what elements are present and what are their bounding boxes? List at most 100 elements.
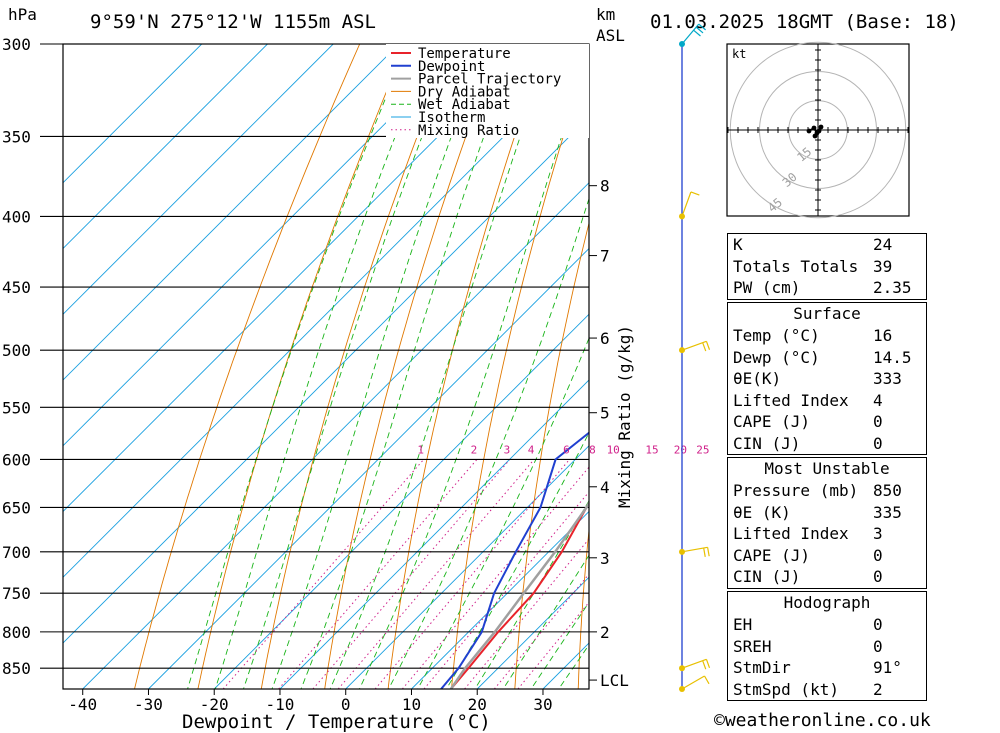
index-value: 2 bbox=[873, 679, 883, 699]
index-label: PW (cm) bbox=[733, 278, 801, 297]
legend-background bbox=[386, 44, 589, 138]
index-value: 0 bbox=[873, 412, 883, 431]
wind-barb-flag bbox=[702, 342, 707, 352]
hodograph-params-table: Hodograph EH 0 SREH 0 StmDir 91° StmSpd (kt) 2 bbox=[727, 591, 927, 701]
axes: 1 2 3 4 6 8 10 15 20 2530035040045050055060065070… bbox=[2, 35, 710, 714]
temperature-line bbox=[450, 501, 589, 689]
index-label: θE(K) bbox=[733, 369, 782, 388]
wind-barb-flag bbox=[707, 547, 710, 557]
dry-adiabat-line bbox=[577, 526, 589, 689]
wind-barb-shaft bbox=[681, 191, 692, 217]
dry-adiabat-line bbox=[260, 44, 454, 689]
isotherm-line bbox=[63, 44, 334, 315]
km-tick-label: 5 bbox=[600, 404, 610, 423]
pressure-tick-label: 650 bbox=[2, 498, 31, 517]
km-tick-label: 6 bbox=[600, 329, 610, 348]
wind-barb-flag bbox=[705, 341, 711, 350]
wet-adiabat-line bbox=[502, 554, 589, 689]
index-label: Lifted Index bbox=[733, 524, 849, 543]
pressure-tick-label: 350 bbox=[2, 127, 31, 146]
mixing-ratio-label: 6 bbox=[563, 443, 570, 456]
pressure-tick-label: 300 bbox=[2, 35, 31, 54]
index-value: 91° bbox=[873, 658, 902, 677]
wet-adiabat-line bbox=[243, 44, 459, 689]
mixing-ratio-label: 2 bbox=[471, 443, 478, 456]
mixing-ratio-label: 15 bbox=[645, 443, 658, 456]
isotherm-line bbox=[279, 379, 589, 689]
x-tick-label: -30 bbox=[134, 695, 163, 714]
index-row: CAPE (J) 0 bbox=[728, 411, 926, 433]
dewpoint-line bbox=[440, 431, 589, 689]
x-tick-label: 10 bbox=[402, 695, 421, 714]
hodograph-point bbox=[811, 125, 817, 131]
index-value: 4 bbox=[873, 390, 883, 410]
x-tick-label: 20 bbox=[468, 695, 487, 714]
index-row: CIN (J) 0 bbox=[728, 566, 926, 588]
index-value: 14.5 bbox=[873, 347, 912, 367]
isotherm-line bbox=[82, 182, 589, 689]
isotherm-line bbox=[63, 44, 203, 184]
mixing-ratio-label: 1 bbox=[417, 443, 424, 456]
isotherm-line bbox=[411, 510, 589, 689]
dry-adiabat-line bbox=[937, 24, 968, 696]
most-unstable-table: Most Unstable Pressure (mb) 850 θE (K) 335 L… bbox=[727, 457, 927, 589]
km-tick-label: 7 bbox=[600, 247, 610, 266]
hodograph-point bbox=[806, 128, 812, 134]
legend-label: Mixing Ratio bbox=[418, 123, 519, 139]
wind-barb-flag bbox=[690, 191, 700, 196]
pressure-tick-label: 750 bbox=[2, 584, 31, 603]
index-label: Totals Totals bbox=[733, 256, 859, 276]
isotherm-line bbox=[63, 44, 400, 381]
legend-label: Wet Adiabat bbox=[418, 97, 511, 113]
index-row: CIN (J) 0 bbox=[728, 433, 926, 455]
index-row: SREH 0 bbox=[728, 636, 926, 658]
index-label: StmDir bbox=[733, 658, 791, 677]
pressure-tick-label: 500 bbox=[2, 341, 31, 360]
index-row: Dewp (°C) 14.5 bbox=[728, 347, 926, 369]
isotherm-line bbox=[148, 247, 589, 689]
index-label: θE (K) bbox=[733, 502, 791, 522]
mixing-ratio-label: 10 bbox=[607, 443, 620, 456]
copyright-footer: ©weatheronline.co.uk bbox=[714, 710, 931, 731]
mixing-ratio-label: 4 bbox=[528, 443, 535, 456]
wind-barb-flag bbox=[693, 29, 701, 37]
mixing-ratio-label: 3 bbox=[504, 443, 511, 456]
index-label: CAPE (J) bbox=[733, 412, 811, 431]
hodograph-params-title: Hodograph bbox=[783, 593, 871, 612]
index-value: 24 bbox=[873, 235, 893, 254]
mixing-ratio-line bbox=[423, 491, 589, 689]
hodograph-unit: kt bbox=[732, 47, 746, 61]
index-label: CAPE (J) bbox=[733, 545, 811, 565]
x-tick-label: -40 bbox=[68, 695, 97, 714]
index-value: 333 bbox=[873, 369, 902, 388]
wind-barb-shaft bbox=[681, 658, 707, 669]
wet-adiabat-line bbox=[271, 44, 487, 689]
wet-adiabat-line bbox=[474, 499, 589, 689]
mixing-ratio-label: 20 bbox=[674, 443, 687, 456]
dry-adiabat-line bbox=[134, 44, 361, 689]
mixing-ratio-label: 8 bbox=[589, 443, 596, 456]
index-label: StmSpd (kt) bbox=[733, 679, 839, 699]
index-value: 0 bbox=[873, 567, 883, 586]
index-row: EH 0 bbox=[728, 614, 926, 636]
index-label: K bbox=[733, 235, 743, 254]
mixing-ratio-line bbox=[222, 459, 425, 689]
pressure-tick-label: 400 bbox=[2, 207, 31, 226]
km-tick-label: 2 bbox=[600, 623, 610, 642]
wet-adiabat-line bbox=[187, 44, 409, 689]
index-row: PW (cm) 2.35 bbox=[728, 277, 926, 299]
legend-label: Parcel Trajectory bbox=[418, 72, 561, 88]
surface-title: Surface bbox=[793, 304, 861, 323]
index-row: CAPE (J) 0 bbox=[728, 545, 926, 567]
dry-adiabat-line bbox=[451, 53, 589, 689]
index-row: Pressure (mb) 850 bbox=[728, 480, 926, 502]
wet-adiabat-line bbox=[329, 44, 553, 689]
wind-barb-flag bbox=[703, 547, 706, 557]
mixing-ratio-axis-title: Mixing Ratio (g/kg) bbox=[615, 325, 634, 508]
dry-adiabat-line bbox=[642, 24, 738, 696]
pressure-tick-label: 450 bbox=[2, 278, 31, 297]
location-title: 9°59'N 275°12'W 1155m ASL bbox=[90, 11, 376, 33]
